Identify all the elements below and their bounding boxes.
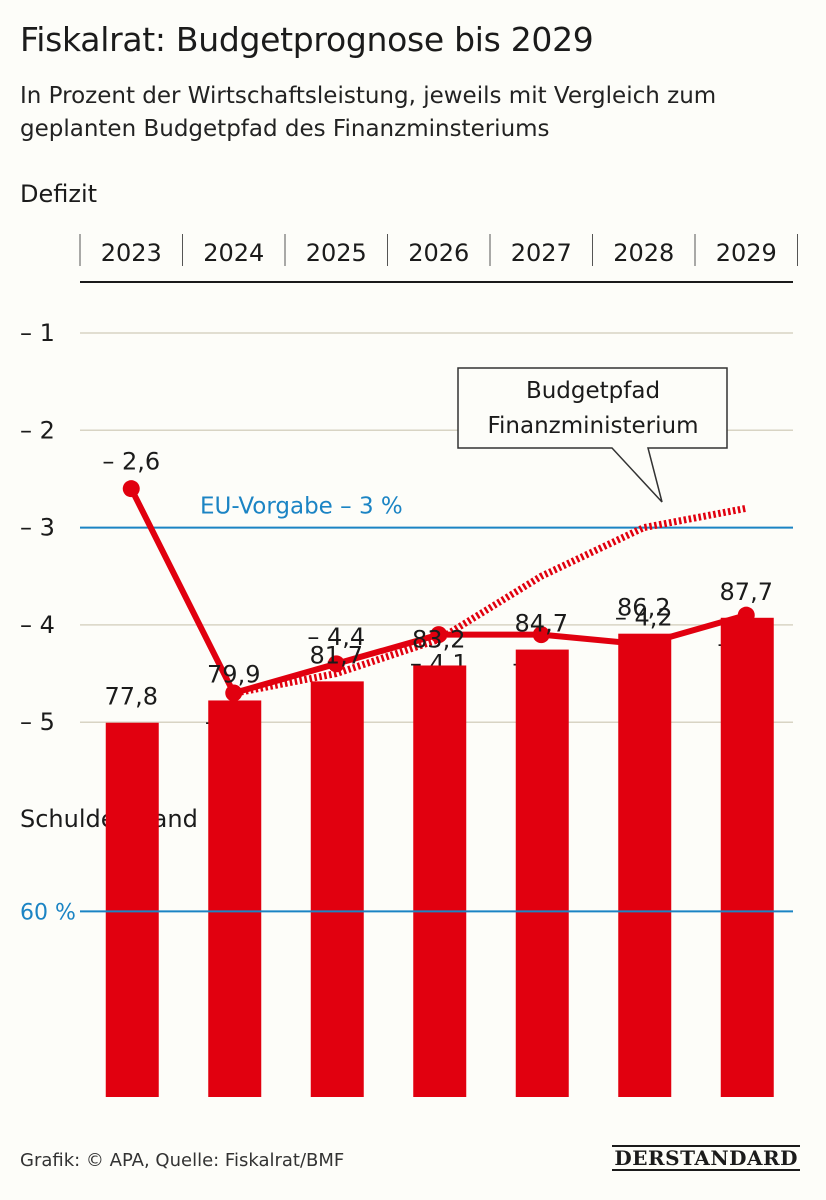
deficit-data-label: – 4,4 [307, 623, 365, 651]
debt-reference-label: 60 % [20, 900, 76, 925]
source-note: Grafik: © APA, Quelle: Fiskalrat/BMF [20, 1150, 345, 1171]
chart-title: Fiskalrat: Budgetprognose bis 2029 [20, 20, 594, 59]
x-tick-label: 2025 [306, 239, 367, 267]
debt-bar [515, 649, 569, 1097]
debt-data-label: 77,8 [105, 683, 158, 711]
debt-data-label: 84,7 [515, 610, 568, 638]
debt-bar [413, 665, 467, 1097]
deficit-data-label: – 4,2 [615, 603, 673, 631]
deficit-point [327, 655, 345, 673]
deficit-data-label: – 2,6 [102, 448, 160, 476]
ministry-path-line [235, 504, 748, 697]
debt-bar [310, 681, 364, 1097]
debt-bar [208, 700, 262, 1097]
debt-data-label: 79,9 [207, 660, 260, 688]
debt-bar [618, 633, 672, 1097]
debt-bar [105, 722, 159, 1097]
ministry-callout-box [457, 367, 728, 503]
y-tick-label: – 3 [20, 514, 55, 542]
deficit-point [430, 626, 448, 644]
debt-data-label: 87,7 [720, 578, 773, 606]
y-tick-label: – 2 [20, 416, 55, 444]
publisher-logo: DERSTANDARD [612, 1145, 800, 1171]
debt-bar [720, 617, 774, 1097]
ministry-callout-label: Budgetpfad [526, 378, 660, 404]
x-tick-label: 2026 [408, 239, 469, 267]
x-tick-label: 2023 [101, 239, 162, 267]
deficit-point [532, 626, 550, 644]
y-tick-label: – 4 [20, 611, 55, 639]
debt-data-label: 81,7 [310, 641, 363, 669]
eu-reference-label: EU-Vorgabe – 3 % [200, 494, 403, 520]
deficit-point [225, 684, 243, 702]
debt-data-label: 86,2 [617, 594, 670, 622]
x-tick-label: 2027 [511, 239, 572, 267]
x-tick-label: 2024 [203, 239, 264, 267]
deficit-point [122, 480, 140, 498]
ministry-callout-label: Finanzministerium [487, 413, 698, 439]
x-tick-label: 2028 [613, 239, 674, 267]
y-tick-label: – 1 [20, 319, 55, 347]
deficit-section-title: Defizit [20, 180, 98, 208]
chart-subtitle: In Prozent der Wirtschaftsleistung, jewe… [20, 83, 717, 142]
x-tick-label: 2029 [716, 239, 777, 267]
debt-data-label: 83,2 [412, 625, 465, 653]
y-tick-label: – 5 [20, 708, 55, 736]
